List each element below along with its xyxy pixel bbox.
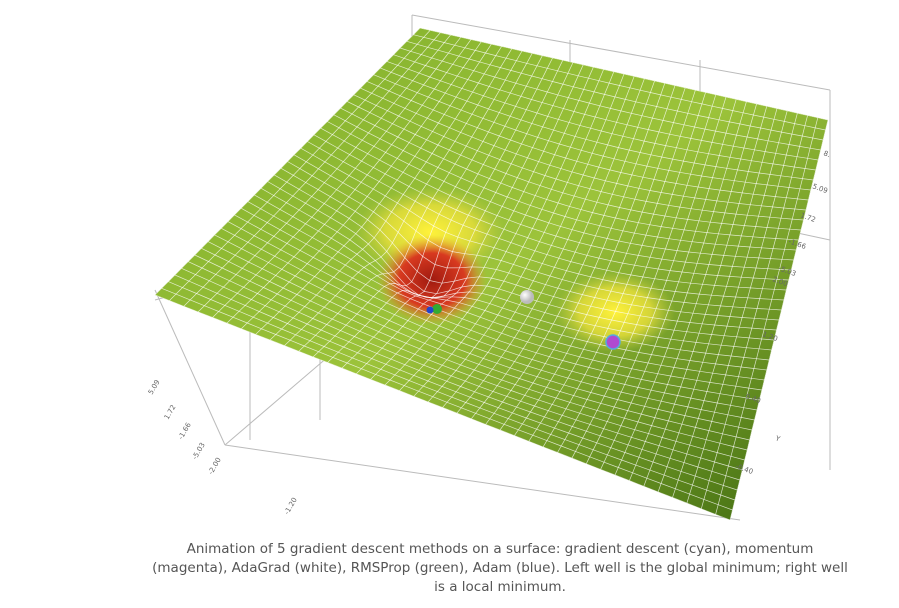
grid-line — [168, 281, 736, 501]
axis-label: -2.00 — [207, 456, 223, 476]
rmsprop-ball — [432, 304, 442, 314]
box-line — [154, 289, 226, 446]
grid-line — [227, 221, 758, 411]
grid-line — [485, 80, 655, 425]
axis-label: -1.66 — [177, 421, 193, 441]
grid-line — [672, 110, 788, 498]
grid-line — [260, 187, 770, 361]
grid-line — [174, 274, 738, 491]
grid-line — [571, 94, 717, 459]
axis-label: 5.09 — [811, 182, 828, 195]
grid-line — [528, 87, 686, 442]
grid-line — [557, 92, 706, 453]
grid-line — [247, 201, 765, 381]
grid-line — [214, 234, 753, 431]
grid-line — [181, 267, 740, 481]
grid-line — [194, 254, 745, 461]
grid-line — [456, 76, 635, 414]
axis-label: Y — [773, 434, 781, 444]
momentum-ball — [605, 334, 621, 350]
adam-ball — [426, 306, 434, 314]
grid-line — [542, 89, 696, 448]
grid-line — [585, 96, 727, 464]
grid-line — [629, 103, 757, 481]
grid-line — [254, 194, 767, 371]
grid-line — [267, 181, 772, 351]
grid-line — [614, 101, 747, 476]
grid-line — [471, 78, 645, 420]
grid-line — [700, 115, 808, 509]
surface — [155, 28, 828, 520]
axis-label: -1.20 — [283, 496, 299, 516]
grid-line — [240, 207, 762, 391]
grid-line — [201, 247, 748, 451]
grid-line — [287, 161, 780, 321]
grid-line — [234, 214, 760, 401]
surface-plot: 8.5.091.72-1.66-5.032.001.200.40Y-0.405.… — [147, 14, 831, 521]
grid-line — [187, 261, 743, 471]
adagrad-ball — [520, 290, 534, 304]
grid-line — [499, 83, 666, 431]
grid-line — [657, 108, 778, 493]
axis-label: -5.03 — [191, 441, 207, 461]
grid-line — [280, 167, 777, 331]
axis-label: 1.72 — [163, 403, 178, 421]
grid-line — [161, 287, 733, 511]
grid-line — [715, 117, 819, 515]
grid-line — [643, 106, 768, 487]
grid-line — [686, 113, 798, 504]
axis-label: 5.09 — [147, 378, 162, 396]
grid-line — [221, 227, 755, 421]
grid-line — [514, 85, 676, 436]
grid-line — [207, 241, 750, 441]
axis-label: 8. — [822, 149, 831, 159]
box-line — [411, 14, 831, 91]
caption: Animation of 5 gradient descent methods … — [152, 541, 848, 595]
box-line — [224, 444, 741, 521]
grid-line — [600, 99, 737, 470]
